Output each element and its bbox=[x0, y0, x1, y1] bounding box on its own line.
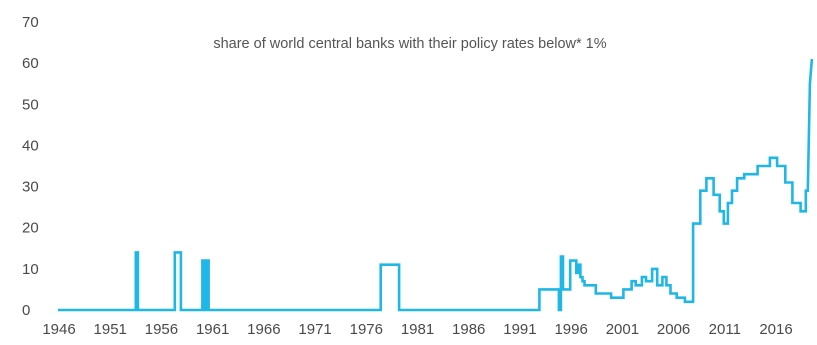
x-tick-label: 1951 bbox=[94, 321, 127, 338]
x-tick-label: 2011 bbox=[709, 321, 741, 338]
x-tick-label: 2016 bbox=[759, 321, 792, 338]
x-tick-label: 1961 bbox=[196, 321, 229, 338]
y-tick-label: 30 bbox=[22, 179, 39, 196]
x-tick-label: 2001 bbox=[606, 321, 639, 338]
x-tick-label: 1946 bbox=[42, 321, 75, 338]
y-tick-label: 10 bbox=[22, 261, 39, 278]
x-tick-label: 1986 bbox=[452, 321, 485, 338]
x-tick-label: 1966 bbox=[247, 321, 280, 338]
y-tick-label: 70 bbox=[22, 14, 39, 31]
series-line bbox=[58, 58, 814, 312]
x-tick-label: 1991 bbox=[503, 321, 536, 338]
y-tick-label: 60 bbox=[22, 55, 39, 72]
y-axis-ticks: 0 10 20 30 40 50 60 70 bbox=[22, 14, 39, 319]
x-tick-label: 1996 bbox=[554, 321, 587, 338]
x-tick-label: 1981 bbox=[401, 321, 434, 338]
series-layer bbox=[58, 58, 814, 312]
x-tick-label: 1971 bbox=[298, 321, 331, 338]
x-tick-label: 1956 bbox=[145, 321, 178, 338]
y-tick-label: 0 bbox=[22, 302, 30, 319]
x-axis-ticks: 1946 1951 1956 1961 1966 1971 1976 1981 1986 1991… bbox=[42, 321, 792, 338]
y-tick-label: 20 bbox=[22, 220, 39, 237]
x-tick-label: 1976 bbox=[350, 321, 383, 338]
x-tick-label: 2006 bbox=[657, 321, 690, 338]
y-tick-label: 50 bbox=[22, 96, 39, 113]
y-tick-label: 40 bbox=[22, 137, 39, 154]
chart-title: share of world central banks with their … bbox=[213, 36, 606, 52]
